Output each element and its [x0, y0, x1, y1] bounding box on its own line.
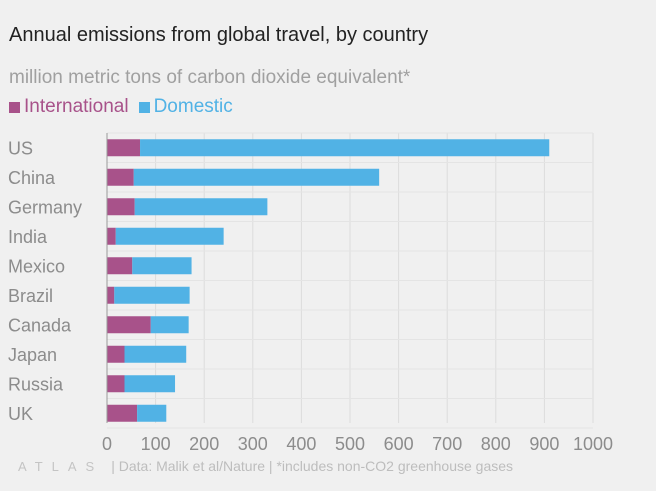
bar-international-uk	[107, 404, 138, 422]
category-label: Brazil	[8, 286, 53, 306]
category-label: Mexico	[8, 256, 65, 276]
bar-domestic-uk	[137, 404, 167, 422]
category-label: Germany	[8, 197, 82, 217]
category-label: Canada	[8, 315, 72, 335]
category-label: UK	[8, 404, 33, 424]
legend: International Domestic	[9, 96, 243, 118]
x-tick-label: 0	[102, 434, 112, 454]
x-tick-label: 100	[141, 434, 171, 454]
bar-domestic-mexico	[132, 257, 192, 275]
legend-swatch-domestic	[138, 101, 150, 113]
chart-subtitle: million metric tons of carbon dioxide eq…	[9, 67, 411, 88]
x-tick-label: 1000	[573, 434, 613, 454]
category-label: India	[8, 227, 48, 247]
legend-label-domestic: Domestic	[153, 96, 233, 117]
legend-item-domestic: Domestic	[138, 96, 233, 118]
legend-swatch-international	[9, 101, 20, 113]
bar-domestic-russia	[124, 375, 176, 393]
x-tick-label: 700	[432, 434, 462, 454]
bar-international-india	[107, 227, 116, 245]
category-label: Japan	[8, 345, 57, 365]
atlas-logo: ATLAS	[18, 458, 104, 474]
bar-domestic-japan	[124, 345, 187, 363]
bar-domestic-canada	[150, 316, 189, 334]
bar-international-russia	[107, 375, 125, 393]
x-tick-label: 500	[335, 434, 365, 454]
category-label: US	[8, 138, 33, 158]
category-label: Russia	[8, 374, 64, 394]
bar-international-japan	[107, 345, 125, 363]
x-tick-label: 900	[529, 434, 559, 454]
x-tick-label: 800	[481, 434, 511, 454]
bar-international-china	[107, 168, 134, 186]
footer: ATLAS | Data: Malik et al/Nature | *incl…	[18, 458, 513, 474]
bar-domestic-us	[140, 139, 550, 157]
bar-international-mexico	[107, 257, 133, 275]
bar-domestic-china	[133, 168, 380, 186]
bar-international-germany	[107, 198, 135, 216]
legend-item-international: International	[9, 96, 129, 118]
chart-title: Annual emissions from global travel, by …	[9, 24, 429, 46]
x-tick-label: 300	[238, 434, 268, 454]
bar-international-brazil	[107, 286, 115, 304]
legend-label-international: International	[24, 96, 129, 117]
bar-domestic-india	[115, 227, 224, 245]
x-tick-label: 400	[286, 434, 316, 454]
bar-domestic-brazil	[114, 286, 190, 304]
x-tick-label: 200	[189, 434, 219, 454]
source-note: | Data: Malik et al/Nature | *includes n…	[111, 458, 514, 474]
bar-international-canada	[107, 316, 151, 334]
category-label: China	[8, 168, 56, 188]
bar-international-us	[107, 139, 141, 157]
x-tick-label: 600	[384, 434, 414, 454]
bar-domestic-germany	[134, 198, 268, 216]
